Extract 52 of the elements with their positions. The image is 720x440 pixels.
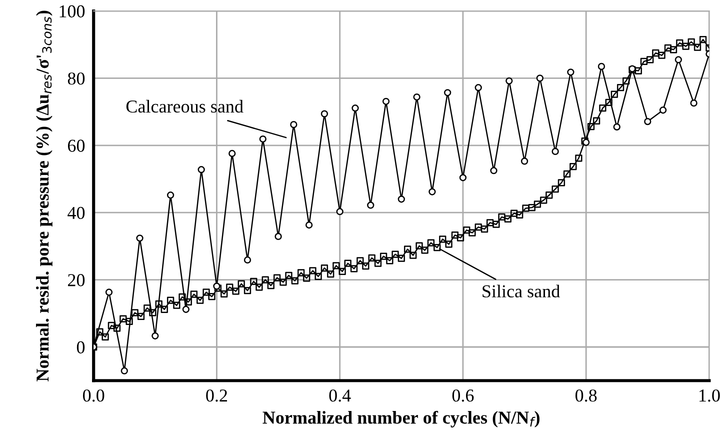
point (598, 62, 606, 70)
point (520, 158, 528, 165)
point (259, 135, 266, 143)
point (228, 150, 236, 158)
x-tick-label: 0.2 (206, 389, 228, 402)
point (613, 123, 620, 130)
annotation: Calcareous sand (126, 100, 244, 113)
point (120, 367, 128, 374)
point (459, 174, 467, 182)
point (490, 167, 498, 174)
point (506, 77, 513, 84)
y-tick-label: 100 (60, 5, 85, 18)
point (290, 120, 298, 128)
point (136, 234, 144, 242)
point (152, 332, 159, 340)
point (644, 118, 652, 126)
point (166, 192, 174, 199)
point (367, 202, 374, 209)
x-tick-label: 0.6 (452, 389, 474, 402)
point (382, 98, 390, 105)
point (305, 221, 313, 229)
point (674, 56, 682, 64)
point (320, 110, 328, 118)
x-tick-label: 0.4 (329, 389, 351, 402)
y-tick-label: 0 (76, 341, 85, 354)
annotation: Silica sand (482, 284, 560, 298)
x-tick-label: 1.0 (700, 389, 720, 402)
y-tick-label: 80 (68, 72, 85, 85)
point (198, 166, 205, 174)
point (428, 188, 436, 196)
y-tick-label: 20 (68, 274, 85, 286)
point (352, 104, 359, 112)
point (336, 208, 344, 216)
point (182, 306, 190, 313)
y-tick-label: 40 (68, 206, 85, 220)
point (444, 89, 452, 96)
y-tick-label: 60 (68, 140, 85, 152)
point (413, 93, 420, 101)
x-tick-label: 0.0 (83, 389, 104, 402)
point (536, 74, 544, 82)
point (567, 68, 574, 76)
point (274, 232, 282, 240)
point (552, 148, 559, 156)
point (398, 196, 405, 203)
x-tick-label: 0.8 (575, 389, 597, 402)
point (690, 99, 698, 107)
y-axis-title: Normal. resid. pore pressure (%) (Δu$_{res}$/σ'$_{3cons}$) (36, 10, 52, 382)
point (474, 84, 482, 92)
x-axis-title: Normalized number of cycles (N/N$_{f}$) (262, 410, 540, 428)
point (244, 256, 252, 264)
point (659, 106, 667, 114)
point (105, 288, 113, 296)
